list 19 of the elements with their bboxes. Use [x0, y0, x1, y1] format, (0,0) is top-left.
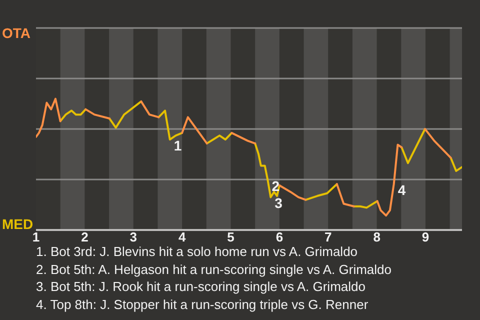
x-tick-label: 2	[81, 229, 88, 244]
text: 3. Bot 5th: J. Rook hit a run-scoring single vs A. Grimaldo	[36, 278, 366, 296]
text: MED	[2, 216, 34, 232]
x-tick-label: 8	[373, 229, 380, 244]
annotation: 1	[174, 137, 182, 154]
x-tick-label: 5	[227, 229, 234, 244]
text: 1. Bot 3rd: J. Blevins hit a solo home run vs A. Grimaldo	[36, 243, 359, 260]
x-tick-label: 9	[422, 229, 430, 244]
x-tick-label: 3	[130, 229, 137, 244]
x-tick-label: 1	[32, 229, 40, 244]
annotation: 4	[398, 182, 406, 198]
text: 4. Top 8th: J. Stopper hit a run-scoring triple vs G. Renner	[36, 296, 370, 313]
text: OTA	[2, 25, 31, 41]
text: 2. Bot 5th: A. Helgason hit a run-scoring single vs A. Grimaldo	[36, 260, 392, 278]
annotation: 3	[274, 195, 283, 212]
x-tick-label: 7	[324, 229, 332, 244]
x-tick-label: 4	[178, 229, 186, 244]
annotation: 2	[272, 178, 280, 194]
x-tick-label: 6	[276, 229, 284, 244]
